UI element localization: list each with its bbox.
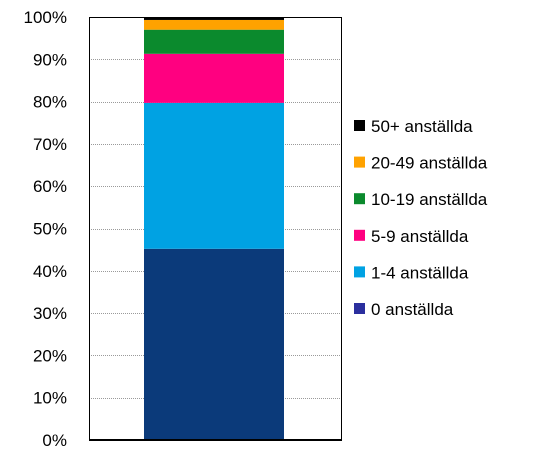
legend-swatch <box>354 229 365 241</box>
legend: 50+ anställda 20-49 anställda 10-19 anstäl… <box>354 117 488 319</box>
y-tick-label: 80% <box>33 93 67 112</box>
y-tick-label: 20% <box>33 346 67 365</box>
legend-swatch <box>354 303 365 314</box>
legend-label: 50+ anställda <box>371 117 473 136</box>
y-tick-label: 40% <box>33 262 67 281</box>
y-tick-label: 10% <box>33 389 67 408</box>
legend-label: 5-9 anställda <box>371 227 469 246</box>
legend-swatch <box>354 156 365 168</box>
legend-swatch <box>354 120 365 131</box>
y-tick-label: 60% <box>33 177 67 196</box>
legend-label: 1-4 anställda <box>371 263 469 282</box>
legend-swatch <box>354 266 365 278</box>
bar-segment-5 <box>144 17 284 20</box>
axes <box>89 17 342 441</box>
legend-swatch <box>354 193 365 205</box>
bar-segment-2 <box>144 53 284 103</box>
y-tick-label: 30% <box>33 304 67 323</box>
y-tick-label: 50% <box>33 220 67 239</box>
bar-segment-3 <box>144 29 284 54</box>
bar-segment-1 <box>144 102 284 249</box>
legend-label: 20-49 anställda <box>371 154 488 173</box>
y-tick-label: 90% <box>33 50 67 69</box>
plot-frame <box>89 17 342 440</box>
bar-segments <box>144 17 284 440</box>
y-tick-label: 100% <box>24 8 67 27</box>
bar-segment-0 <box>144 248 284 440</box>
y-tick-label: 70% <box>33 135 67 154</box>
bar-segment-4 <box>144 19 284 30</box>
y-tick-label: 0% <box>42 431 67 450</box>
legend-label: 10-19 anställda <box>371 190 488 209</box>
legend-label: 0 anställda <box>371 300 454 319</box>
y-tick-labels: 0% 10% 20% 30% 40% 50% 60% 70% 80% 90% 100% <box>24 8 67 450</box>
